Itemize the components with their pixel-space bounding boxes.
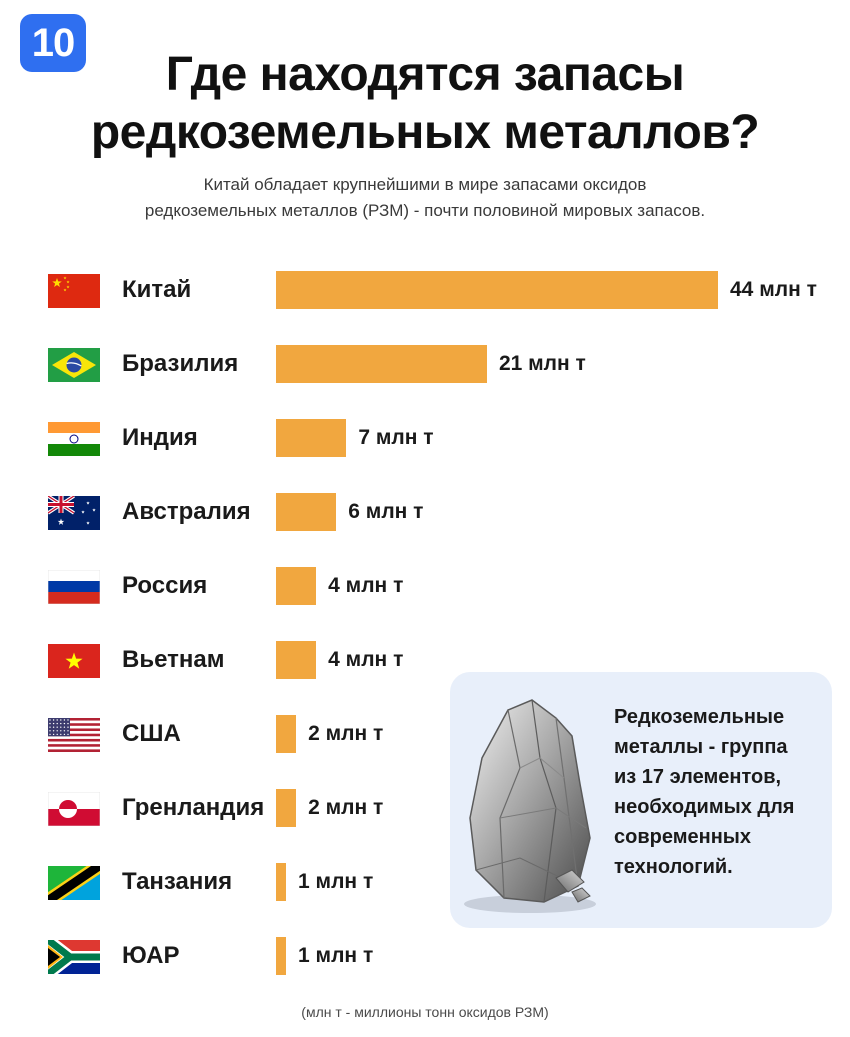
category-label: Россия <box>122 572 208 599</box>
ore-rock-image <box>464 699 596 913</box>
chart-row: Россия 4 млн т <box>0 566 850 606</box>
tanzania-flag <box>48 866 100 900</box>
value-label: 4 млн т <box>328 648 404 671</box>
category-label: ЮАР <box>122 942 180 969</box>
category-label: Танзания <box>122 868 233 895</box>
bar <box>276 715 297 753</box>
info-card: Редкоземельные металлы - группа из 17 эл… <box>450 672 832 928</box>
value-label: 4 млн т <box>328 574 404 597</box>
chart-row: Вьетнам 4 млн т <box>0 640 850 680</box>
info-line: металлы - группа <box>614 736 788 758</box>
info-line: технологий. <box>614 856 733 878</box>
bar <box>276 493 337 531</box>
footnote: (млн т - миллионы тонн оксидов РЗМ) <box>301 1004 549 1020</box>
category-label: США <box>122 720 181 747</box>
bar <box>276 567 317 605</box>
chart-row: ЮАР 1 млн т <box>0 936 850 976</box>
chart-row: Бразилия 21 млн т <box>0 344 850 384</box>
value-label: 1 млн т <box>298 944 374 967</box>
value-label: 6 млн т <box>348 500 424 523</box>
info-line: Редкоземельные <box>614 706 785 728</box>
page-subtitle: Китай обладает крупнейшими в мире запаса… <box>0 172 850 224</box>
title-line-1: Где находятся запасы <box>165 48 685 101</box>
info-line: из 17 элементов, <box>614 766 782 788</box>
bar <box>276 641 317 679</box>
south-africa-flag <box>48 940 100 974</box>
bar <box>276 419 347 457</box>
info-text: Редкоземельные металлы - группа из 17 эл… <box>614 702 824 882</box>
brazil-flag <box>48 348 100 382</box>
australia-flag <box>48 496 100 530</box>
chart-row: Австралия 6 млн т <box>0 492 850 532</box>
value-label: 1 млн т <box>298 870 374 893</box>
vietnam-flag <box>48 644 100 678</box>
china-flag <box>48 274 100 308</box>
bar <box>276 789 297 827</box>
subtitle-line-1: Китай обладает крупнейшими в мире запаса… <box>203 175 647 194</box>
value-label: 7 млн т <box>358 426 434 449</box>
category-label: Китай <box>122 276 192 303</box>
russia-flag <box>48 570 100 604</box>
india-flag <box>48 422 100 456</box>
chart-row: США 2 млн т <box>0 714 850 754</box>
value-label: 2 млн т <box>308 722 384 745</box>
chart-row: Гренландия 2 млн т <box>0 788 850 828</box>
category-label: Индия <box>122 424 198 451</box>
info-line: современных <box>614 826 751 848</box>
greenland-flag <box>48 792 100 826</box>
category-label: Бразилия <box>122 350 239 377</box>
category-label: Гренландия <box>122 794 265 821</box>
usa-flag <box>48 718 100 752</box>
chart-row: Китай 44 млн т <box>0 270 850 310</box>
value-label: 2 млн т <box>308 796 384 819</box>
title-line-2: редкоземельных металлов? <box>90 106 760 159</box>
bar <box>276 937 287 975</box>
subtitle-line-2: редкоземельных металлов (РЗМ) - почти по… <box>144 201 706 220</box>
bar <box>276 345 487 383</box>
value-label: 44 млн т <box>730 278 817 301</box>
info-line: необходимых для <box>614 796 795 818</box>
chart-row: Индия 7 млн т <box>0 418 850 458</box>
chart-row: Танзания 1 млн т <box>0 862 850 902</box>
category-label: Вьетнам <box>122 646 225 673</box>
bar <box>276 271 718 309</box>
value-label: 21 млн т <box>498 352 586 375</box>
number-badge: 10 <box>20 14 86 72</box>
category-label: Австралия <box>122 498 251 525</box>
page-title: Где находятся запасы редкоземельных мета… <box>0 46 850 162</box>
bar <box>276 863 287 901</box>
